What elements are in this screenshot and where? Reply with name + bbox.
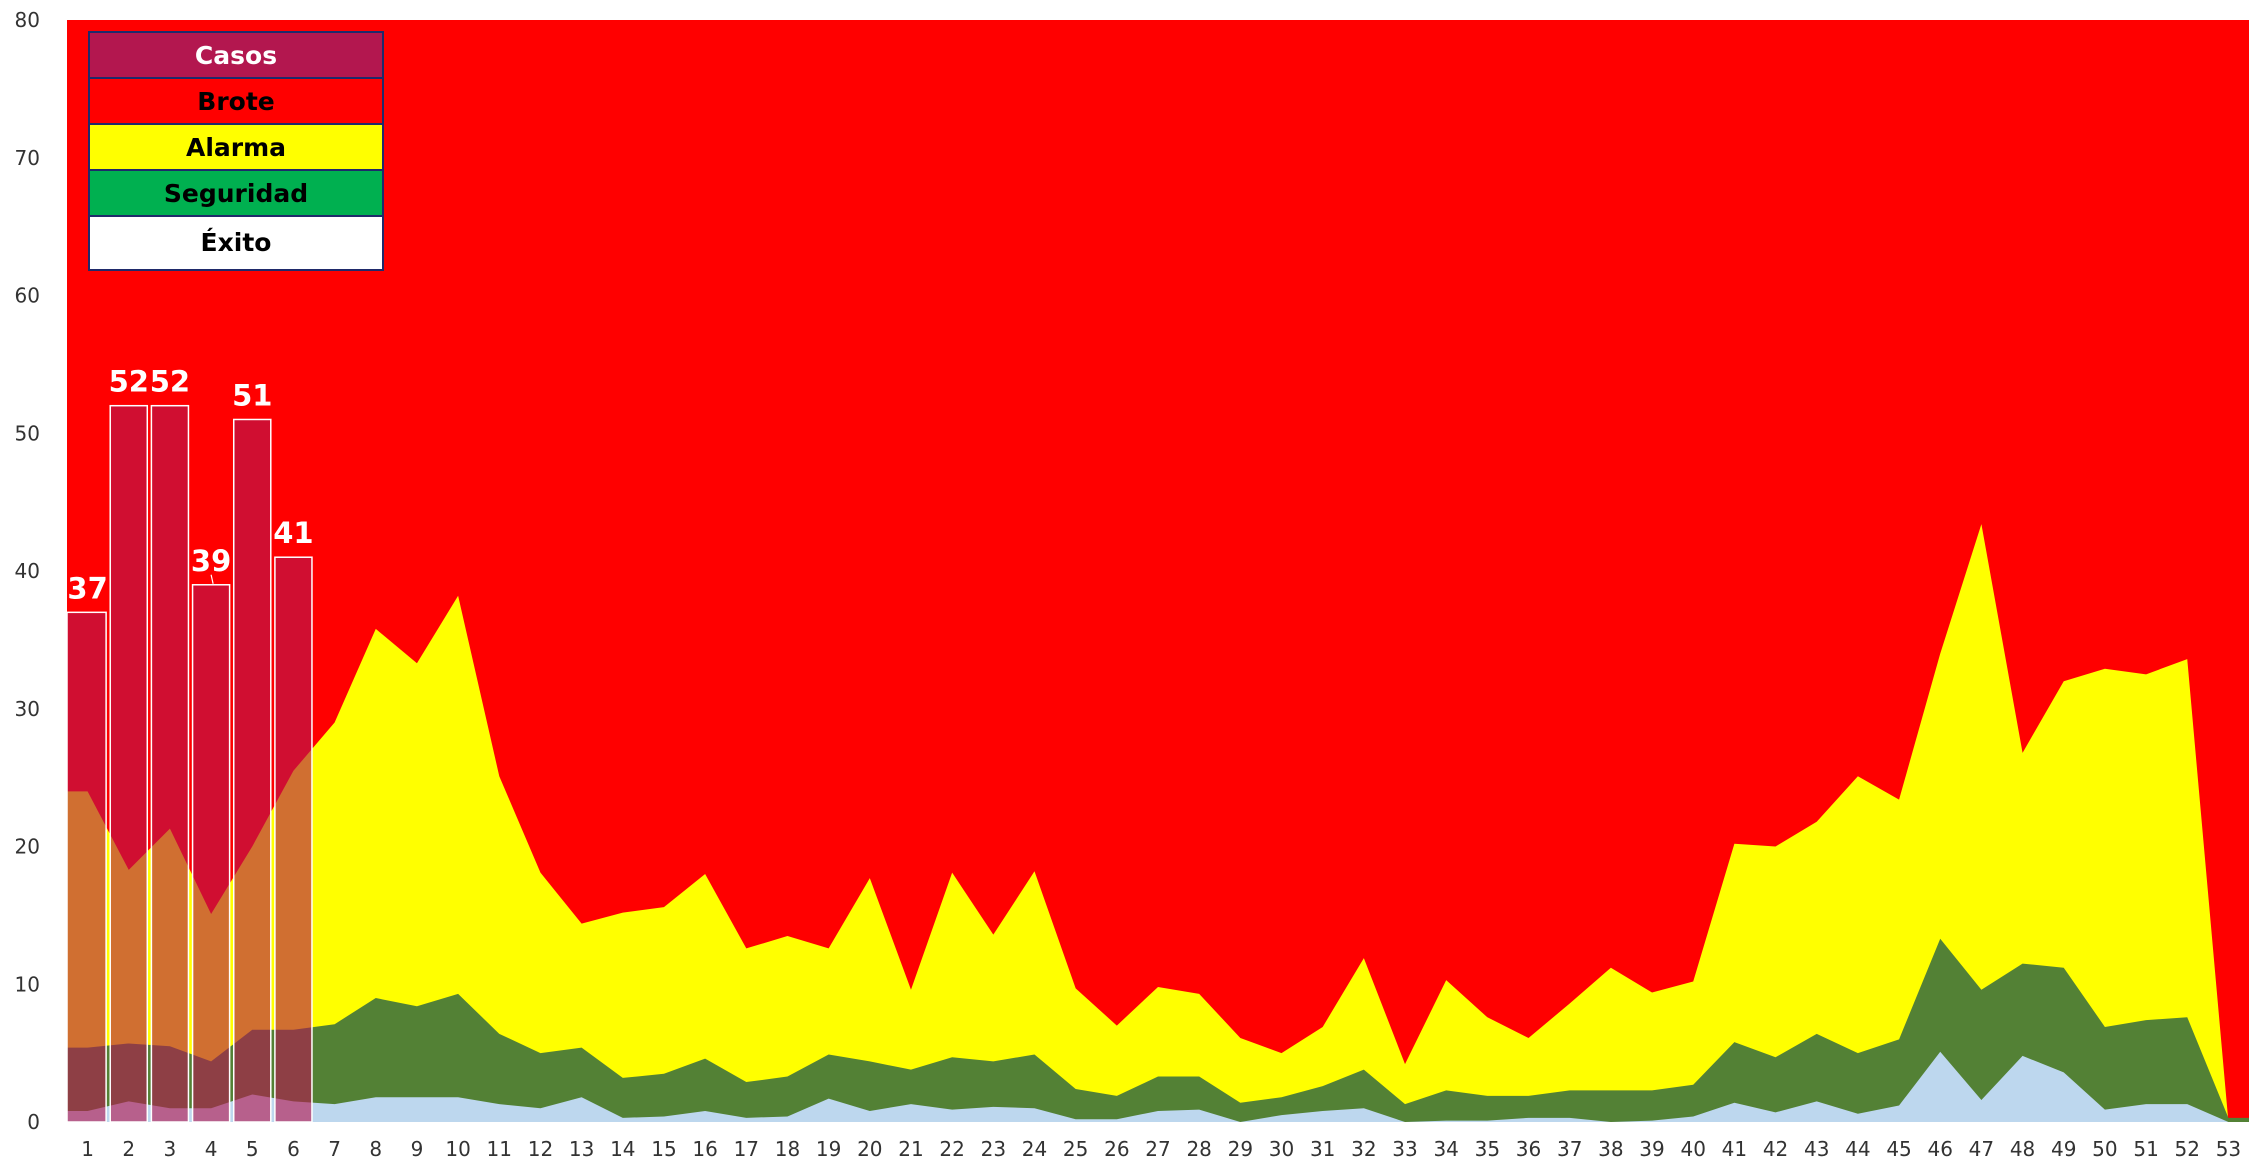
y-tick-label: 30	[15, 697, 40, 721]
x-tick-label: 48	[2010, 1137, 2035, 1161]
y-tick-label: 50	[15, 421, 40, 445]
x-tick-label: 35	[1475, 1137, 1500, 1161]
x-tick-label: 41	[1722, 1137, 1747, 1161]
x-tick-label: 16	[692, 1137, 717, 1161]
x-tick-label: 39	[1639, 1137, 1664, 1161]
x-tick-label: 29	[1228, 1137, 1253, 1161]
y-tick-label: 60	[15, 284, 40, 308]
x-tick-label: 14	[610, 1137, 635, 1161]
x-tick-label: 32	[1351, 1137, 1376, 1161]
casos-bar	[274, 556, 313, 1123]
x-tick-label: 1	[81, 1137, 94, 1161]
casos-data-label: 41	[273, 516, 313, 550]
x-tick-label: 46	[1927, 1137, 1952, 1161]
x-tick-label: 38	[1598, 1137, 1623, 1161]
legend-seguridad: Seguridad	[90, 171, 382, 217]
x-tick-label: 33	[1392, 1137, 1417, 1161]
y-tick-label: 0	[27, 1110, 40, 1134]
x-tick-label: 19	[816, 1137, 841, 1161]
x-tick-label: 2	[122, 1137, 135, 1161]
x-tick-label: 5	[246, 1137, 259, 1161]
x-tick-label: 13	[569, 1137, 594, 1161]
x-tick-label: 53	[2216, 1137, 2241, 1161]
x-tick-label: 7	[328, 1137, 341, 1161]
seguridad-area	[67, 938, 2249, 1122]
casos-data-label: 52	[109, 365, 149, 399]
x-tick-label: 25	[1063, 1137, 1088, 1161]
x-tick-label: 17	[734, 1137, 759, 1161]
x-tick-label: 50	[2092, 1137, 2117, 1161]
x-tick-label: 36	[1516, 1137, 1541, 1161]
x-tick-label: 24	[1022, 1137, 1047, 1161]
casos-data-label: 37	[67, 571, 107, 605]
x-tick-label: 31	[1310, 1137, 1335, 1161]
alarma-area	[67, 524, 2249, 1122]
x-tick-label: 47	[1969, 1137, 1994, 1161]
x-tick-label: 3	[164, 1137, 177, 1161]
x-tick-label: 44	[1845, 1137, 1870, 1161]
y-tick-label: 40	[15, 559, 40, 583]
casos-data-label: 51	[232, 378, 272, 412]
x-tick-label: 52	[2175, 1137, 2200, 1161]
x-tick-label: 28	[1186, 1137, 1211, 1161]
x-tick-label: 27	[1145, 1137, 1170, 1161]
x-tick-label: 21	[898, 1137, 923, 1161]
x-tick-label: 8	[369, 1137, 382, 1161]
x-tick-label: 4	[205, 1137, 218, 1161]
x-tick-label: 23	[981, 1137, 1006, 1161]
legend: Casos Brote Alarma Seguridad Éxito	[88, 31, 384, 271]
casos-bar	[232, 418, 272, 1123]
casos-bar	[66, 611, 107, 1123]
label-leader-line	[210, 574, 214, 584]
legend-alarma: Alarma	[90, 125, 382, 171]
x-tick-label: 10	[445, 1137, 470, 1161]
x-tick-label: 18	[775, 1137, 800, 1161]
casos-data-label: 39	[191, 544, 231, 578]
x-tick-label: 26	[1104, 1137, 1129, 1161]
casos-bar	[191, 584, 231, 1123]
x-tick-label: 37	[1557, 1137, 1582, 1161]
x-tick-label: 34	[1433, 1137, 1458, 1161]
y-tick-label: 80	[15, 8, 40, 32]
x-tick-label: 30	[1269, 1137, 1294, 1161]
legend-casos: Casos	[90, 33, 382, 79]
y-tick-label: 10	[15, 972, 40, 996]
x-tick-label: 43	[1804, 1137, 1829, 1161]
casos-bar	[109, 404, 149, 1123]
x-tick-label: 9	[411, 1137, 424, 1161]
x-tick-label: 20	[857, 1137, 882, 1161]
x-tick-label: 11	[487, 1137, 512, 1161]
x-tick-label: 22	[939, 1137, 964, 1161]
x-tick-label: 49	[2051, 1137, 2076, 1161]
x-tick-label: 6	[287, 1137, 300, 1161]
x-tick-label: 45	[1886, 1137, 1911, 1161]
x-tick-label: 42	[1763, 1137, 1788, 1161]
x-tick-label: 12	[528, 1137, 553, 1161]
y-tick-label: 70	[15, 146, 40, 170]
legend-exito: Éxito	[90, 217, 382, 269]
casos-bar	[150, 404, 190, 1123]
x-tick-label: 15	[651, 1137, 676, 1161]
x-tick-label: 40	[1680, 1137, 1705, 1161]
x-tick-label: 51	[2133, 1137, 2158, 1161]
y-tick-label: 20	[15, 835, 40, 859]
legend-brote: Brote	[90, 79, 382, 125]
casos-data-label: 52	[150, 365, 190, 399]
